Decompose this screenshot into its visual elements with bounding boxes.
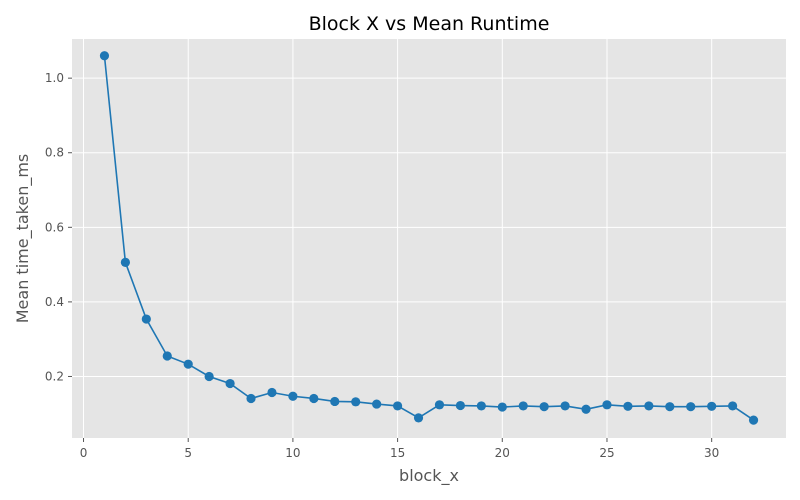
y-tick-label: 0.4	[45, 295, 64, 309]
data-point	[539, 402, 549, 412]
x-tick-label: 10	[285, 446, 300, 460]
data-point	[120, 257, 130, 267]
data-point	[288, 391, 298, 401]
data-point	[225, 378, 235, 389]
data-point	[351, 397, 361, 407]
data-point	[309, 393, 319, 404]
y-tick-label: 1.0	[45, 71, 64, 85]
x-axis-title: block_x	[399, 466, 459, 486]
data-point	[581, 404, 591, 414]
y-axis-title: Mean time_taken_ms	[13, 154, 33, 324]
data-point	[560, 401, 570, 411]
x-tick-label: 15	[390, 446, 405, 460]
data-point	[392, 401, 403, 411]
data-point	[602, 400, 612, 410]
data-point	[330, 396, 340, 407]
data-point	[623, 401, 633, 411]
data-point	[665, 402, 675, 412]
data-point	[707, 401, 717, 411]
data-point	[728, 401, 738, 411]
x-tick-label: 20	[495, 446, 510, 460]
data-point	[476, 401, 486, 411]
data-point	[246, 393, 256, 404]
data-point	[748, 415, 759, 425]
data-point	[267, 387, 277, 398]
grid-lines	[72, 39, 786, 438]
data-point	[372, 399, 382, 409]
data-point	[162, 351, 172, 361]
series-layer	[99, 51, 759, 425]
y-tick-label: 0.8	[45, 146, 64, 160]
data-point	[141, 314, 151, 324]
data-point	[434, 400, 445, 410]
x-axis-ticks: 0 5 10 15 20 25 30	[80, 438, 719, 460]
chart-title: Block X vs Mean Runtime	[309, 13, 550, 35]
data-point	[455, 400, 466, 411]
x-tick-label: 0	[80, 446, 88, 460]
data-point	[497, 402, 507, 412]
data-point	[518, 401, 528, 411]
data-point	[413, 413, 424, 423]
y-tick-label: 0.2	[45, 369, 64, 383]
x-tick-label: 5	[184, 446, 192, 460]
data-point	[204, 371, 214, 382]
data-point	[644, 401, 654, 411]
y-axis-ticks: 0.2 0.4 0.6 0.8 1.0	[45, 71, 72, 383]
x-tick-label: 30	[704, 446, 719, 460]
y-tick-label: 0.6	[45, 220, 64, 234]
x-tick-label: 25	[599, 446, 614, 460]
data-point	[686, 402, 696, 412]
data-point	[99, 51, 110, 61]
plot-area	[72, 39, 786, 438]
data-point	[183, 359, 193, 369]
